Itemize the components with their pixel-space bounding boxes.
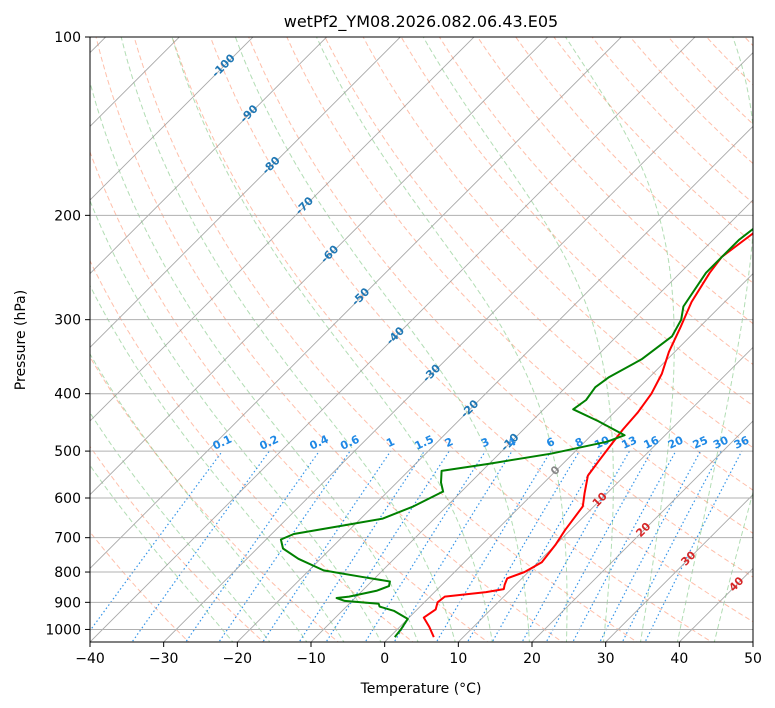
- y-tick-label: 200: [54, 208, 81, 224]
- x-tick-label: −10: [296, 651, 326, 667]
- skewed-isotherm: [90, 37, 475, 422]
- y-tick-label: 1000: [45, 622, 81, 638]
- skewed-isotherm: [605, 494, 753, 642]
- dewpoint-profile: [279, 227, 753, 638]
- x-tick-label: −30: [149, 651, 179, 667]
- skewed-isotherm: [90, 37, 696, 642]
- dry-adiabat: [324, 37, 753, 491]
- temperature-profile: [422, 232, 753, 638]
- mixing-ratio-label: 16: [642, 433, 662, 451]
- mixing-ratio-line: [298, 450, 425, 642]
- x-tick-label: 40: [670, 651, 688, 667]
- y-axis-ticks: 1000 900 800 700 600 500 400 300 200 100: [45, 30, 90, 638]
- dry-adiabat: [171, 37, 713, 642]
- mixing-ratio-line: [572, 450, 677, 642]
- mixing-ratio-label: 25: [691, 434, 710, 452]
- mixing-ratio-line: [218, 450, 351, 642]
- dry-adiabat: [476, 37, 753, 325]
- y-tick-label: 900: [54, 595, 81, 611]
- mixing-ratio-label: 30: [711, 433, 731, 451]
- mixing-ratio-line: [393, 450, 513, 642]
- mixing-ratio-label: 13: [620, 434, 639, 452]
- skewed-isotherm: [457, 346, 753, 642]
- mixing-ratio-line: [621, 450, 722, 642]
- y-axis-title: Pressure (hPa): [13, 290, 29, 390]
- x-tick-label: −40: [75, 651, 105, 667]
- skewed-isotherm: [163, 52, 753, 642]
- mixing-ratio-label: 36: [732, 433, 752, 451]
- x-tick-label: 10: [449, 651, 467, 667]
- x-axis-title: Temperature (°C): [360, 681, 482, 697]
- x-tick-label: 20: [523, 651, 541, 667]
- y-tick-label: 500: [54, 444, 81, 460]
- dry-adiabat: [286, 37, 753, 534]
- skewed-isotherm: [310, 199, 753, 642]
- mixing-ratio-line: [90, 450, 223, 632]
- x-tick-label: −20: [223, 651, 253, 667]
- y-tick-label: 700: [54, 531, 81, 547]
- x-tick-label: 30: [597, 651, 615, 667]
- dry-adiabat: [90, 531, 190, 642]
- dry-adiabat: [553, 37, 753, 244]
- dry-adiabat: [95, 37, 564, 642]
- y-tick-label: 300: [54, 313, 81, 329]
- x-tick-label: 0: [380, 651, 389, 667]
- skewed-isotherm: [90, 37, 549, 496]
- moist-adiabat: [90, 411, 271, 642]
- mixing-ratio-line: [325, 450, 450, 642]
- moist-adiabat: [90, 464, 234, 642]
- dry-adiabat: [629, 37, 753, 165]
- mixing-ratio-line: [599, 450, 702, 642]
- mixing-ratio-line: [364, 450, 486, 642]
- skewed-isotherm: [90, 37, 254, 201]
- dry-adiabat: [438, 37, 753, 366]
- skewed-isotherm: [90, 37, 401, 348]
- y-tick-label: 400: [54, 387, 81, 403]
- y-tick-label: 100: [54, 30, 81, 46]
- mixing-ratio-line: [131, 450, 270, 642]
- mixing-ratio-label: 20: [666, 433, 686, 451]
- profiles: [279, 227, 753, 638]
- x-tick-label: 50: [744, 651, 762, 667]
- mixing-ratio-line: [262, 450, 392, 642]
- grid-lines: [90, 37, 753, 630]
- chart-title: wetPf2_YM08.2026.082.06.43.E05: [284, 12, 558, 32]
- skewed-isotherm: [384, 273, 753, 642]
- skewed-isotherm: [531, 420, 753, 642]
- dry-adiabat: [90, 445, 265, 642]
- skewed-isotherm: [90, 37, 622, 569]
- y-tick-label: 800: [54, 565, 81, 581]
- skewed-isotherm: [90, 37, 328, 275]
- dry-adiabat: [90, 259, 414, 642]
- x-axis-ticks: −40 −30 −20 −10 0 10 20 30 40 50: [75, 642, 762, 667]
- mixing-ratio-line: [466, 450, 580, 642]
- mixing-ratio-line: [185, 450, 320, 642]
- y-tick-label: 600: [54, 491, 81, 507]
- dry-adiabat: [209, 37, 753, 623]
- skewed-isotherm: [236, 125, 753, 642]
- plot-frame: [89, 36, 754, 643]
